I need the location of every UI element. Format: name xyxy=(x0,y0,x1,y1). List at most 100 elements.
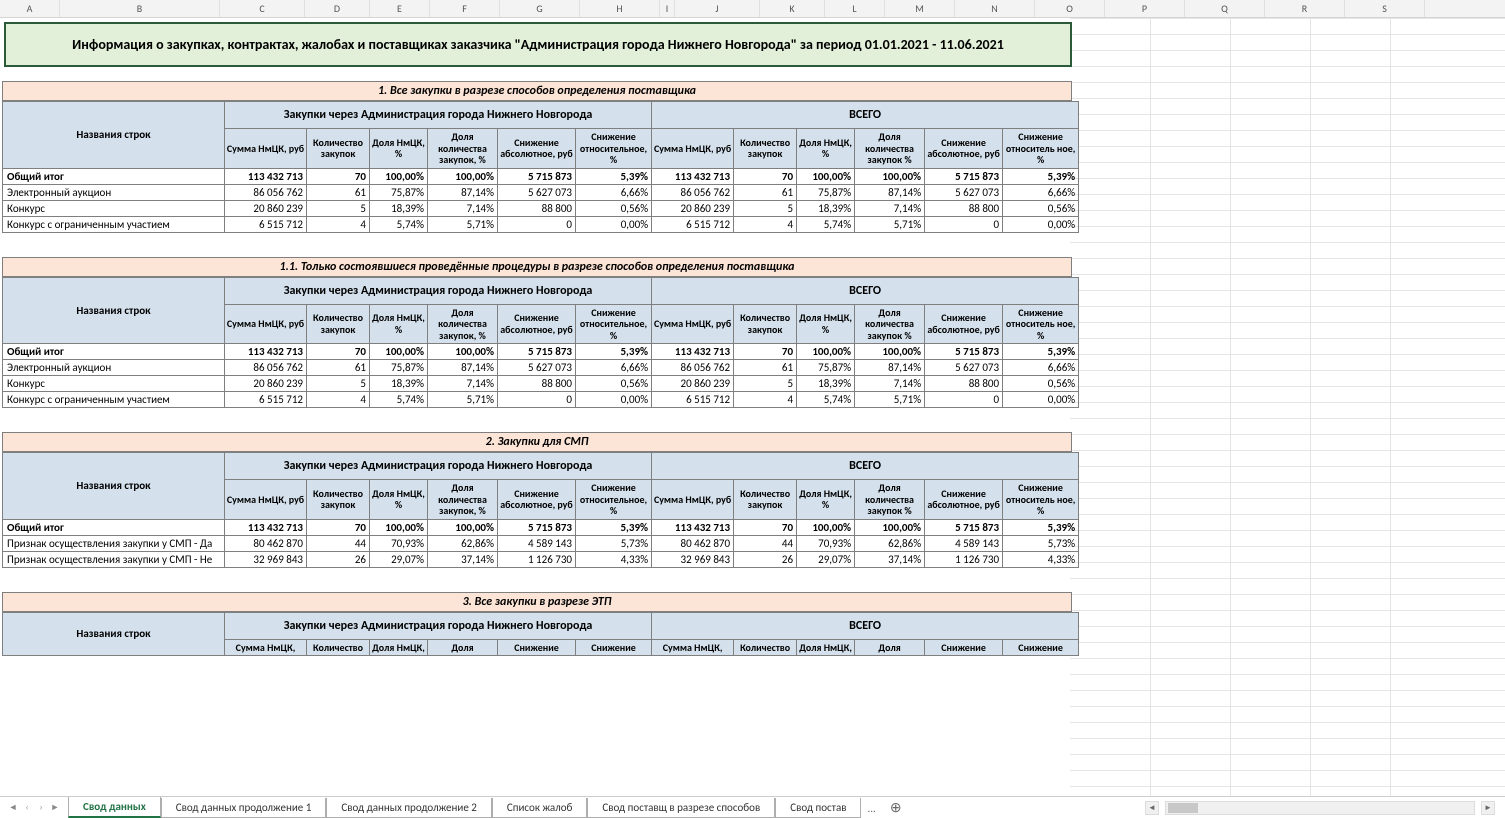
sheet-tab[interactable]: Свод постав xyxy=(775,798,861,818)
cell: 70 xyxy=(307,168,370,184)
cell: 0,56% xyxy=(1003,200,1079,216)
cell: 113 432 713 xyxy=(652,344,734,360)
cell: 5 xyxy=(734,376,797,392)
table-row[interactable]: Конкурс20 860 239518,39%7,14%88 8000,56%… xyxy=(3,376,1079,392)
tab-nav-first-icon[interactable]: ◄ xyxy=(6,799,20,817)
sub-header: Сумма НмЦК, руб xyxy=(225,129,307,169)
sub-header: Доля НмЦК, xyxy=(370,639,428,656)
hscroll-right-icon[interactable]: ► xyxy=(1481,801,1495,815)
cell: 4 xyxy=(734,216,797,232)
cell: 5 627 073 xyxy=(498,360,576,376)
cell: 88 800 xyxy=(498,376,576,392)
section-title: 3. Все закупки в разрезе ЭТП xyxy=(2,592,1072,612)
cell: 4 589 143 xyxy=(925,535,1003,551)
cell: 100,00% xyxy=(797,519,855,535)
cell: 5,39% xyxy=(576,519,652,535)
report-title: Информация о закупках, контрактах, жалоб… xyxy=(4,22,1072,67)
hscroll-thumb[interactable] xyxy=(1168,803,1198,813)
hscroll-track[interactable] xyxy=(1165,801,1475,815)
column-header[interactable]: L xyxy=(825,0,885,17)
cell: 87,14% xyxy=(855,184,925,200)
column-header[interactable]: E xyxy=(370,0,430,17)
report-table: Названия строкЗакупки через Администраци… xyxy=(2,101,1079,233)
cell: 100,00% xyxy=(797,168,855,184)
cell: 100,00% xyxy=(428,168,498,184)
cell: 32 969 843 xyxy=(225,551,307,567)
group-header-b: ВСЕГО xyxy=(652,612,1079,639)
section-title: 2. Закупки для СМП xyxy=(2,432,1072,452)
column-header[interactable]: G xyxy=(500,0,580,17)
table-row[interactable]: Электронный аукцион86 056 7626175,87%87,… xyxy=(3,184,1079,200)
add-sheet-icon[interactable]: ⊕ xyxy=(882,797,910,818)
sheet-tab[interactable]: Свод поставщ в разрезе способов xyxy=(587,798,775,818)
cell: 88 800 xyxy=(925,376,1003,392)
column-header[interactable]: C xyxy=(220,0,305,17)
sub-header: Доля xyxy=(428,639,498,656)
column-header[interactable]: F xyxy=(430,0,500,17)
cell: 0,00% xyxy=(576,392,652,408)
row-names-header: Названия строк xyxy=(3,612,225,656)
column-header[interactable]: B xyxy=(60,0,220,17)
sub-header: Сумма НмЦК, руб xyxy=(652,304,734,344)
sub-header: Количество закупок xyxy=(734,129,797,169)
sheet-tab[interactable]: Свод данных продолжение 1 xyxy=(161,798,327,818)
column-header[interactable]: N xyxy=(955,0,1035,17)
sheet-tab[interactable]: Свод данных продолжение 2 xyxy=(326,798,492,818)
cell: 0 xyxy=(925,392,1003,408)
column-header[interactable]: M xyxy=(885,0,955,17)
column-header[interactable]: P xyxy=(1105,0,1185,17)
table-row[interactable]: Признак осуществления закупки у СМП - Не… xyxy=(3,551,1079,567)
cell: 5,73% xyxy=(576,535,652,551)
tab-nav-prev-icon[interactable]: ‹ xyxy=(20,799,34,817)
cell: 37,14% xyxy=(855,551,925,567)
column-header[interactable]: Q xyxy=(1185,0,1265,17)
tab-nav-last-icon[interactable]: ► xyxy=(48,799,62,817)
group-header-a: Закупки через Администрация города Нижне… xyxy=(225,277,652,304)
cell: 7,14% xyxy=(855,200,925,216)
cell: 88 800 xyxy=(925,200,1003,216)
cell: 29,07% xyxy=(797,551,855,567)
sub-header: Снижение xyxy=(1003,639,1079,656)
cell: 87,14% xyxy=(855,360,925,376)
table-row[interactable]: Конкурс20 860 239518,39%7,14%88 8000,56%… xyxy=(3,200,1079,216)
tab-overflow-icon[interactable]: ... xyxy=(861,799,881,818)
cell: 5 627 073 xyxy=(925,360,1003,376)
cell: 0,00% xyxy=(1003,392,1079,408)
cell: 37,14% xyxy=(428,551,498,567)
cell: 0,00% xyxy=(576,216,652,232)
column-header[interactable]: A xyxy=(0,0,60,17)
table-row[interactable]: Общий итог113 432 71370100,00%100,00%5 7… xyxy=(3,168,1079,184)
cell: 26 xyxy=(307,551,370,567)
column-header[interactable]: J xyxy=(675,0,760,17)
cell: 44 xyxy=(307,535,370,551)
cell: 4 xyxy=(734,392,797,408)
column-header[interactable]: I xyxy=(660,0,675,17)
tab-nav-next-icon[interactable]: › xyxy=(34,799,48,817)
sub-header: Снижение относитель ное, % xyxy=(1003,129,1079,169)
table-row[interactable]: Конкурс с ограниченным участием6 515 712… xyxy=(3,216,1079,232)
column-header[interactable]: D xyxy=(305,0,370,17)
group-header-a: Закупки через Администрация города Нижне… xyxy=(225,102,652,129)
cell: 113 432 713 xyxy=(225,519,307,535)
column-header[interactable]: S xyxy=(1345,0,1425,17)
sheet-tab[interactable]: Список жалоб xyxy=(492,798,588,818)
column-header[interactable]: K xyxy=(760,0,825,17)
cell: 5 627 073 xyxy=(925,184,1003,200)
cell: 18,39% xyxy=(797,376,855,392)
sub-header: Количество закупок xyxy=(307,129,370,169)
column-header[interactable]: H xyxy=(580,0,660,17)
cell: 1 126 730 xyxy=(498,551,576,567)
table-row[interactable]: Конкурс с ограниченным участием6 515 712… xyxy=(3,392,1079,408)
table-row[interactable]: Электронный аукцион86 056 7626175,87%87,… xyxy=(3,360,1079,376)
cell: 80 462 870 xyxy=(652,535,734,551)
table-row[interactable]: Общий итог113 432 71370100,00%100,00%5 7… xyxy=(3,344,1079,360)
cell: 100,00% xyxy=(855,344,925,360)
cell: 32 969 843 xyxy=(652,551,734,567)
column-header[interactable]: R xyxy=(1265,0,1345,17)
sub-header: Сумма НмЦК, руб xyxy=(652,480,734,520)
sheet-tab[interactable]: Свод данных xyxy=(68,797,161,818)
column-header[interactable]: O xyxy=(1035,0,1105,17)
hscroll-left-icon[interactable]: ◄ xyxy=(1145,801,1159,815)
table-row[interactable]: Общий итог113 432 71370100,00%100,00%5 7… xyxy=(3,519,1079,535)
table-row[interactable]: Признак осуществления закупки у СМП - Да… xyxy=(3,535,1079,551)
